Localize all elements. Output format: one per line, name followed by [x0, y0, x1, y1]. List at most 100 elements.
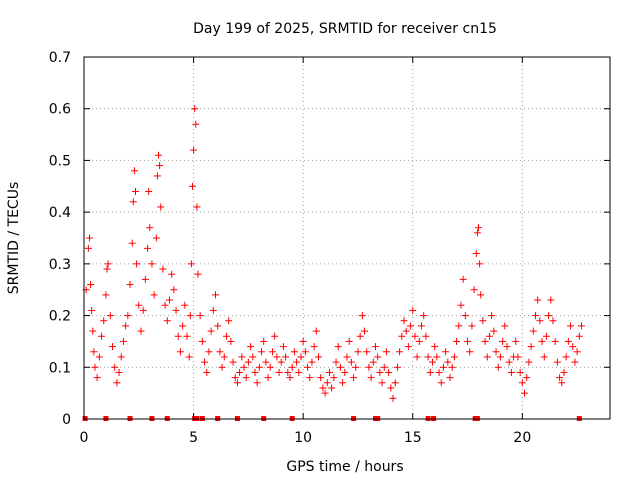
data-point: [187, 260, 195, 268]
data-point: [247, 343, 255, 351]
data-point: [473, 229, 481, 237]
data-point: [477, 291, 485, 299]
data-point: [569, 343, 577, 351]
data-point: [124, 312, 132, 320]
data-point: [168, 270, 176, 278]
data-point: [253, 379, 261, 387]
data-point: [459, 275, 467, 283]
data-point: [479, 317, 487, 325]
data-point: [113, 379, 121, 387]
data-point: [464, 337, 472, 345]
data-point: [139, 306, 147, 314]
data-point: [301, 348, 309, 356]
data-point: [148, 260, 156, 268]
data-point: [282, 353, 290, 361]
data-point: [185, 353, 193, 361]
data-point: [347, 358, 355, 366]
data-point: [295, 368, 303, 376]
data-point: [356, 332, 364, 340]
data-point: [262, 358, 270, 366]
data-point: [562, 353, 570, 361]
data-point: [415, 337, 423, 345]
data-point: [231, 374, 239, 382]
data-point: [108, 343, 116, 351]
data-point: [332, 358, 340, 366]
data-point: [201, 358, 209, 366]
data-point: [102, 291, 110, 299]
data-point: [545, 312, 553, 320]
data-point: [132, 187, 140, 195]
data-point: [540, 353, 548, 361]
data-point: [153, 172, 161, 180]
data-point: [129, 198, 137, 206]
grid: [84, 57, 610, 419]
data-point: [216, 348, 224, 356]
data-point: [203, 368, 211, 376]
data-point: [483, 353, 491, 361]
data-point: [233, 379, 241, 387]
data-point: [407, 322, 415, 330]
data-point: [485, 332, 493, 340]
data-point: [521, 389, 529, 397]
data-point: [284, 368, 292, 376]
data-point: [135, 301, 143, 309]
y-tick-label: 0.6: [49, 102, 71, 118]
data-point: [476, 260, 484, 268]
data-point: [518, 379, 526, 387]
data-point: [242, 374, 250, 382]
data-point: [385, 368, 393, 376]
data-point: [310, 343, 318, 351]
data-point: [488, 312, 496, 320]
data-point: [297, 353, 305, 361]
data-point: [194, 270, 202, 278]
data-point: [369, 358, 377, 366]
data-point: [98, 332, 106, 340]
data-point: [442, 348, 450, 356]
data-point: [103, 265, 111, 273]
data-point: [91, 363, 99, 371]
data-point: [146, 224, 154, 232]
data-point: [542, 332, 550, 340]
data-point: [354, 348, 362, 356]
data-point: [198, 337, 206, 345]
data-point: [325, 368, 333, 376]
data-point: [238, 353, 246, 361]
y-axis-title: SRMTID / TECUs: [6, 182, 22, 295]
data-point: [207, 327, 215, 335]
data-point: [181, 301, 189, 309]
data-point: [306, 374, 314, 382]
data-point: [374, 353, 382, 361]
data-point: [514, 353, 522, 361]
data-point: [330, 374, 338, 382]
data-point: [453, 337, 461, 345]
data-point: [365, 363, 373, 371]
x-tick-label: 10: [294, 430, 312, 446]
data-point: [512, 337, 520, 345]
y-tick-label: 0.3: [49, 257, 71, 273]
data-point: [393, 363, 401, 371]
data-point: [494, 363, 502, 371]
data-point: [461, 312, 469, 320]
data-point: [299, 337, 307, 345]
data-point: [212, 291, 219, 299]
data-point: [244, 358, 252, 366]
data-point: [534, 296, 542, 304]
data-point: [190, 146, 198, 154]
data-point: [505, 358, 513, 366]
data-point: [172, 306, 180, 314]
data-point: [391, 379, 399, 387]
data-point: [186, 312, 194, 320]
data-point: [165, 296, 173, 304]
data-point: [571, 358, 579, 366]
data-point: [122, 322, 130, 330]
data-point: [111, 363, 119, 371]
data-point: [88, 306, 96, 314]
data-point: [106, 312, 114, 320]
data-point: [475, 224, 482, 232]
data-point: [387, 384, 395, 392]
data-point: [277, 358, 285, 366]
data-point: [336, 363, 344, 371]
data-point: [525, 358, 533, 366]
